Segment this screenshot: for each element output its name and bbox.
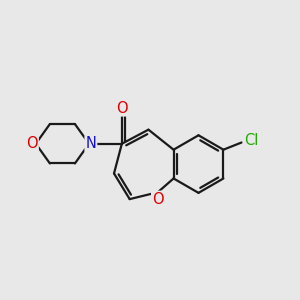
Text: O: O xyxy=(152,192,164,207)
Text: N: N xyxy=(85,136,96,151)
Text: Cl: Cl xyxy=(244,134,258,148)
Text: O: O xyxy=(26,136,38,151)
Text: O: O xyxy=(116,100,128,116)
